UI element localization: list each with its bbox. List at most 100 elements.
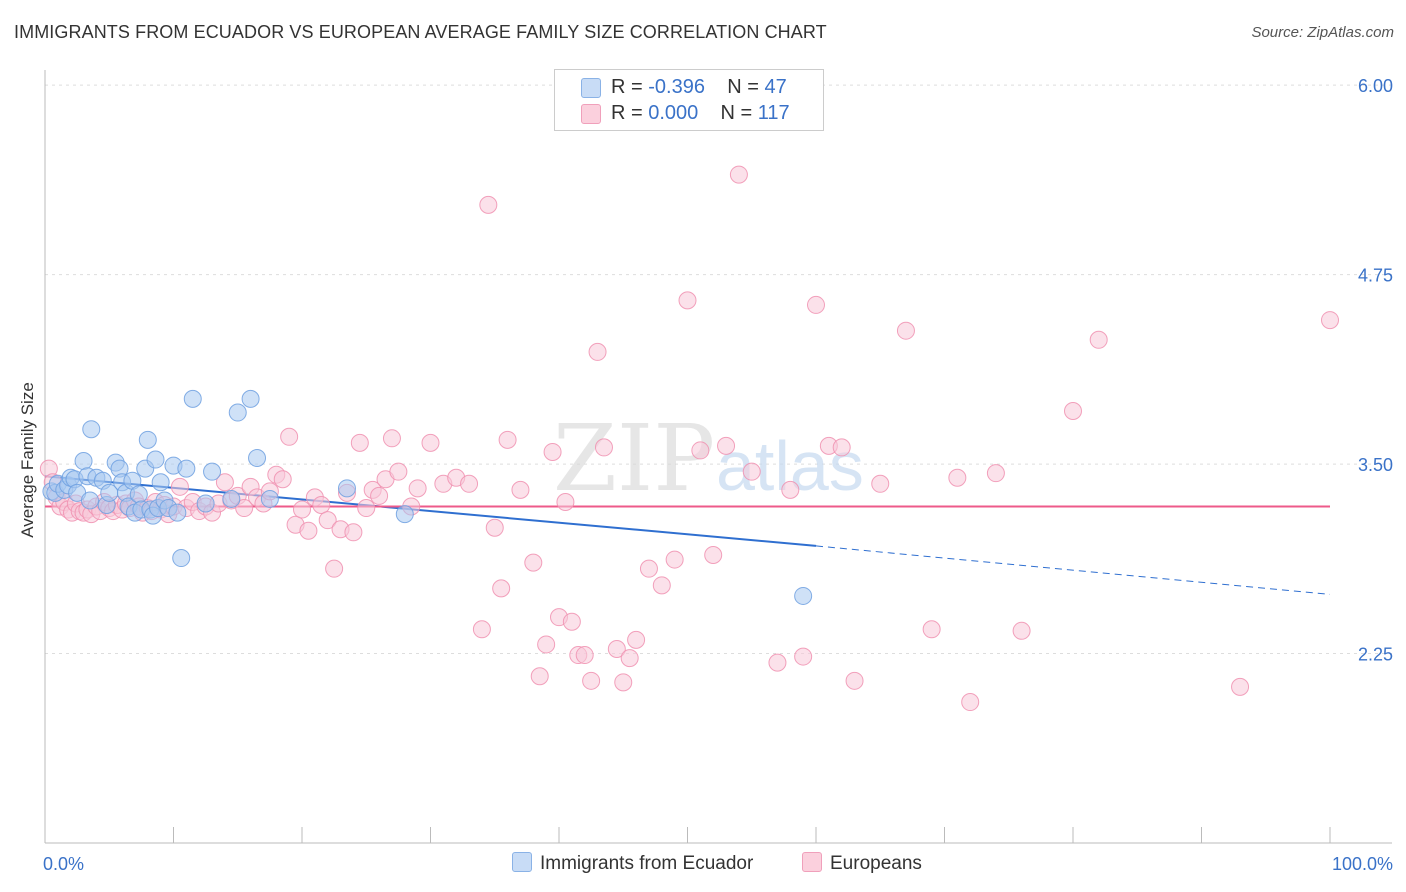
ecuador-point [146,450,165,469]
european-point [768,653,787,672]
european-point [594,438,613,457]
legend-item-ecuador[interactable]: Immigrants from Ecuador [512,852,753,875]
european-point [986,464,1005,483]
ecuador-point [82,420,101,439]
european-point [460,474,479,493]
european-point [537,635,556,654]
y-tick-label: 4.75 [1358,266,1393,286]
european-point [421,433,440,452]
european-point [235,499,254,518]
european-point [665,550,684,569]
european-point [961,693,980,712]
tick-labels: 2.25 3.50 4.75 6.00 0.0% 100.0% [43,76,1393,874]
n-label: N = [720,102,753,124]
ecuador-trend-extension [815,545,1331,595]
european-point [543,442,562,461]
european-point [215,473,234,492]
european-point [357,499,376,518]
watermark-zip: ZIP [553,405,715,512]
ecuador-point [138,430,157,449]
ecuador-point [168,503,187,522]
legend-swatch-ecuador [512,852,532,872]
watermark: ZIP atlas [553,405,864,512]
ecuador-point [151,473,170,492]
data-points [39,165,1339,712]
n-value-ecuador: 47 [764,76,787,98]
european-point [845,671,864,690]
european-point [742,462,761,481]
european-point [530,667,549,686]
european-point [729,165,748,184]
legend-item-europeans[interactable]: Europeans [802,852,922,875]
legend-label-ecuador: Immigrants from Ecuador [540,853,754,874]
ecuador-point [196,494,215,513]
european-point [299,521,318,540]
european-point [325,559,344,578]
european-point [273,470,292,489]
r-value-ecuador: -0.396 [648,76,705,98]
european-point [389,462,408,481]
ecuador-point [172,549,191,568]
european-point [492,579,511,598]
european-point [556,492,575,511]
ecuador-point [337,479,356,498]
european-point [794,647,813,666]
ecuador-point [74,452,93,471]
ecuador-point [241,389,260,408]
y-tick-label: 6.00 [1358,76,1393,96]
european-point [1064,402,1082,421]
european-point [582,671,601,690]
ecuador-point [80,491,99,510]
european-point [717,436,736,455]
r-label: R = [611,102,643,124]
ecuador-swatch [581,78,601,98]
european-point [652,576,671,595]
european-point [588,342,607,361]
ecuador-point [177,459,196,478]
chart-title: IMMIGRANTS FROM ECUADOR VS EUROPEAN AVER… [14,22,827,42]
n-value-europeans: 117 [757,102,790,124]
european-point [607,639,626,658]
axes [44,70,1392,844]
stats-legend: R = -0.396 N = 47 R = 0.000 N = 117 [554,69,824,131]
european-point [498,430,517,449]
y-axis-title: Average Family Size [18,382,37,538]
ecuador-point [260,489,279,508]
european-point [1012,621,1031,640]
european-point [344,523,363,542]
european-point [293,500,311,519]
european-point [318,511,337,530]
legend-swatch-europeans [802,852,822,872]
european-point [620,649,639,668]
ecuador-point [248,449,267,468]
ecuador-point [228,403,247,422]
european-point [1089,330,1108,349]
european-point [871,474,890,493]
european-point [511,480,530,499]
european-point [312,496,331,515]
european-point [562,612,581,631]
n-label: N = [727,76,759,98]
r-label: R = [611,76,643,98]
european-point [1321,311,1339,330]
european-point [472,620,491,639]
european-point [704,546,723,565]
european-point [614,673,633,692]
european-point [170,477,189,496]
legend-label-europeans: Europeans [830,853,922,874]
ecuador-point [183,389,202,408]
x-tick-label: 0.0% [43,854,84,874]
european-point [382,429,401,448]
european-point [922,620,941,639]
chart-source: Source: ZipAtlas.com [1251,24,1394,41]
european-point [948,468,967,487]
europeans-swatch [581,104,601,124]
european-point [280,427,299,446]
ecuador-point [222,489,241,508]
ecuador-points [42,389,813,605]
grid-lines [45,84,1392,655]
european-point [575,646,594,665]
x-tick-label: 100.0% [1332,854,1393,874]
y-tick-label: 3.50 [1358,455,1393,475]
